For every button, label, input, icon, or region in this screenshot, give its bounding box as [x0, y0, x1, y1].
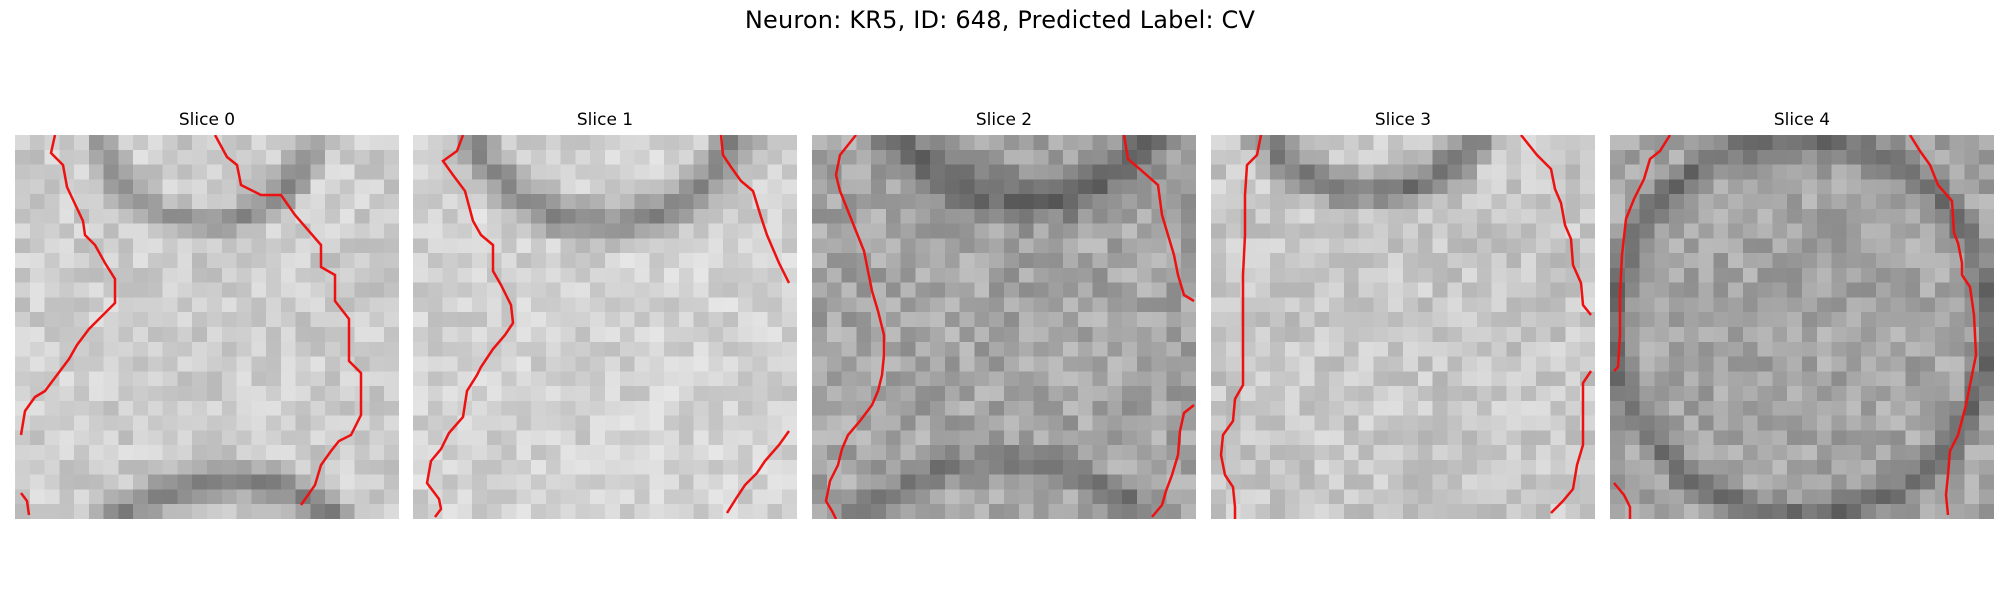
- slice-title-1: Slice 1: [576, 110, 634, 130]
- slice-panel-2: Slice 2: [812, 108, 1196, 519]
- segmentation-contour: [719, 135, 791, 284]
- segmentation-contour: [1613, 482, 1632, 519]
- slice-image-4: [1610, 135, 1994, 519]
- segmentation-contour: [1908, 135, 1978, 516]
- slice-panel-3: Slice 3: [1211, 108, 1595, 519]
- segmentation-contour: [1151, 404, 1195, 518]
- segmentation-contour: [1613, 135, 1672, 372]
- segmentation-contour: [1122, 135, 1195, 303]
- segmentation-contour: [20, 492, 31, 516]
- slice-panel-4: Slice 4: [1610, 108, 1994, 519]
- slice-title-0: Slice 0: [178, 110, 236, 130]
- segmentation-contour: [19, 135, 117, 436]
- segmentation-contour: [1520, 135, 1592, 316]
- segmentation-contour: [824, 135, 886, 519]
- slice-title-2: Slice 2: [975, 110, 1033, 130]
- slice-title-3: Slice 3: [1374, 110, 1432, 130]
- slice-panel-1: Slice 1: [413, 108, 797, 519]
- slice-image-0: [15, 135, 399, 519]
- figure-title: Neuron: KR5, ID: 648, Predicted Label: C…: [744, 6, 1256, 34]
- slice-image-2: [812, 135, 1196, 519]
- slice-image-3: [1211, 135, 1595, 519]
- slice-panel-0: Slice 0: [15, 108, 399, 519]
- segmentation-contour: [1219, 135, 1263, 519]
- segmentation-contour: [213, 135, 363, 506]
- slice-title-4: Slice 4: [1773, 110, 1831, 130]
- slice-image-1: [413, 135, 797, 519]
- segmentation-contour: [1550, 370, 1593, 514]
- segmentation-contour: [725, 430, 791, 514]
- segmentation-contour: [425, 135, 515, 518]
